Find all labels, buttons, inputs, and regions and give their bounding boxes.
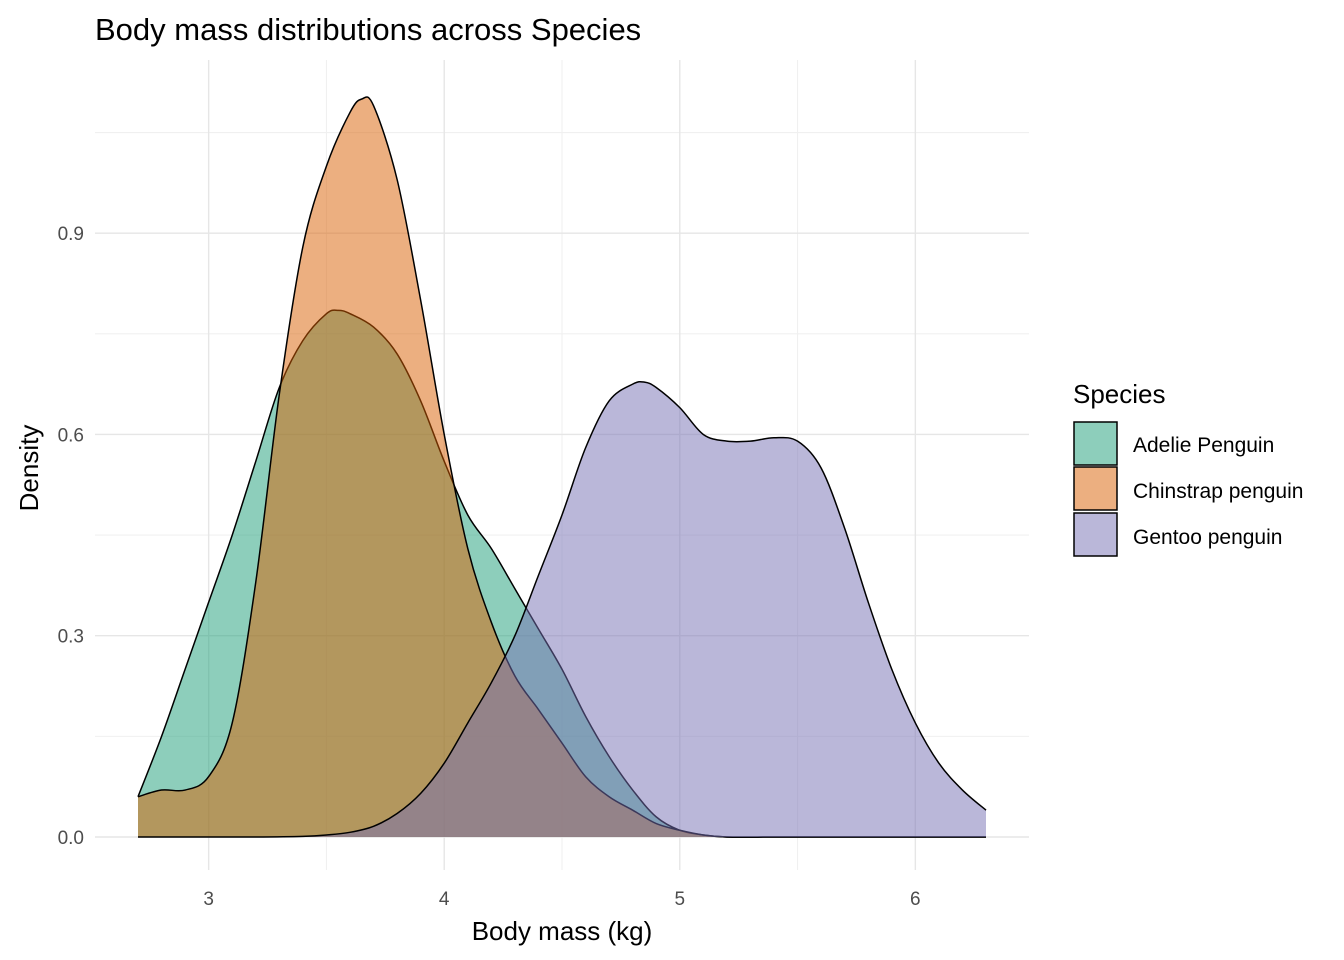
legend-swatch-gentoo — [1073, 512, 1118, 557]
density-area-gentoo-penguin — [138, 381, 986, 838]
x-tick-label: 3 — [203, 889, 214, 910]
density-outline-gentoo-penguin — [138, 380, 987, 838]
legend-label-gentoo: Gentoo penguin — [1133, 526, 1282, 549]
x-tick-label: 6 — [910, 889, 921, 910]
y-tick-label: 0.6 — [58, 425, 84, 446]
legend-swatch-adelie — [1073, 421, 1118, 466]
y-axis-ticks: 0.0 0.3 0.6 0.9 — [58, 224, 84, 849]
x-tick-label: 5 — [674, 889, 685, 910]
legend-label-chinstrap: Chinstrap penguin — [1133, 480, 1303, 503]
density-series-layer — [137, 96, 987, 838]
y-tick-label: 0.9 — [58, 224, 84, 245]
y-axis-title: Density — [14, 425, 44, 512]
chart-title: Body mass distributions across Species — [95, 12, 641, 47]
legend-title: Species — [1073, 379, 1166, 409]
legend-swatch-chinstrap — [1073, 466, 1118, 511]
legend-label-adelie: Adelie Penguin — [1133, 434, 1274, 457]
y-tick-label: 0.0 — [58, 828, 84, 849]
density-area-chinstrap-penguin — [138, 96, 986, 838]
x-tick-label: 4 — [439, 889, 450, 910]
x-axis-ticks: 3 4 5 6 — [203, 889, 920, 910]
x-axis-title: Body mass (kg) — [472, 916, 653, 946]
legend: Species Adelie Penguin Chinstrap penguin… — [1073, 379, 1303, 557]
y-tick-label: 0.3 — [58, 627, 84, 648]
